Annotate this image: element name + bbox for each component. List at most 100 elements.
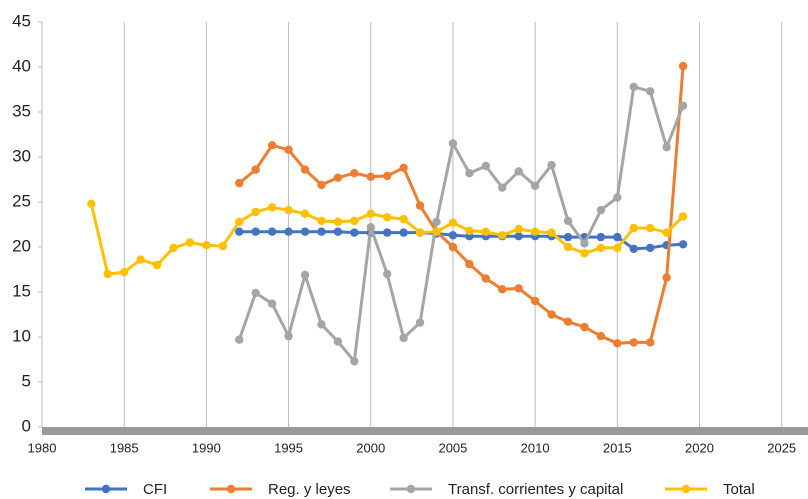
marker — [300, 227, 310, 236]
series-line — [238, 65, 685, 345]
marker — [235, 335, 244, 344]
y-tick-label: 20 — [12, 236, 31, 255]
marker — [563, 216, 573, 226]
marker — [629, 223, 638, 233]
marker — [678, 101, 688, 110]
marker — [662, 228, 671, 237]
marker — [514, 284, 523, 293]
legend-label: CFI — [143, 481, 167, 498]
marker — [530, 181, 540, 190]
marker — [350, 169, 359, 178]
marker — [645, 243, 655, 253]
marker — [613, 339, 622, 348]
marker — [267, 203, 277, 212]
marker — [563, 317, 573, 326]
marker — [366, 209, 375, 218]
marker — [399, 163, 408, 172]
legend-marker — [406, 484, 416, 494]
y-tick-label: 5 — [22, 371, 31, 390]
y-tick-label: 15 — [12, 281, 31, 300]
marker — [382, 269, 392, 279]
marker — [136, 255, 145, 264]
marker — [284, 205, 293, 215]
marker — [481, 227, 491, 236]
marker — [514, 232, 523, 241]
marker — [596, 331, 606, 341]
marker — [514, 167, 523, 176]
marker — [152, 260, 162, 270]
marker — [448, 139, 458, 148]
marker — [563, 242, 573, 252]
marker — [481, 161, 491, 171]
x-tick-label: 1990 — [192, 440, 221, 455]
marker — [629, 82, 638, 92]
marker — [629, 338, 638, 347]
marker — [251, 207, 260, 217]
marker — [432, 217, 441, 226]
marker — [399, 333, 408, 343]
marker — [432, 227, 441, 236]
marker — [613, 193, 622, 202]
series-line — [237, 84, 685, 365]
marker — [267, 141, 277, 150]
marker — [645, 87, 655, 96]
marker — [498, 231, 507, 240]
marker — [317, 216, 326, 226]
marker — [645, 223, 655, 233]
marker — [202, 241, 211, 250]
marker — [514, 224, 523, 234]
marker — [547, 228, 556, 237]
y-tick-label: 10 — [12, 326, 31, 345]
marker — [87, 199, 96, 208]
marker — [103, 269, 112, 279]
marker — [448, 231, 458, 240]
marker — [366, 172, 375, 181]
x-tick-label: 1995 — [274, 440, 303, 455]
marker — [678, 240, 688, 249]
marker — [448, 218, 458, 227]
marker — [317, 227, 326, 236]
marker — [251, 165, 260, 174]
series-line — [239, 230, 684, 251]
marker — [498, 183, 507, 192]
y-tick-label: 30 — [12, 146, 31, 165]
marker — [530, 296, 540, 306]
marker — [662, 142, 671, 152]
marker — [415, 318, 425, 327]
marker — [613, 232, 622, 242]
marker — [382, 228, 392, 237]
marker — [629, 244, 638, 253]
marker — [580, 239, 589, 248]
marker — [235, 178, 244, 188]
y-tick-label: 35 — [12, 101, 31, 120]
marker — [218, 241, 228, 251]
marker — [350, 216, 359, 226]
x-axis — [42, 427, 808, 435]
marker — [185, 238, 195, 247]
marker — [465, 169, 474, 178]
marker — [596, 205, 606, 215]
marker — [580, 249, 589, 258]
marker — [596, 232, 606, 242]
marker — [284, 145, 293, 154]
marker — [498, 285, 507, 294]
marker — [350, 228, 359, 237]
x-tick-label: 2015 — [603, 440, 632, 455]
x-tick-label: 2000 — [356, 440, 385, 455]
marker — [366, 223, 375, 232]
marker — [662, 273, 671, 282]
marker — [317, 180, 326, 190]
marker — [547, 310, 556, 319]
marker — [465, 259, 474, 269]
legend-marker — [101, 484, 111, 494]
marker — [645, 338, 655, 347]
marker — [547, 160, 556, 170]
marker — [267, 299, 277, 308]
x-tick-label: 2010 — [521, 440, 550, 455]
y-tick-label: 45 — [12, 11, 31, 30]
marker — [300, 270, 310, 280]
marker — [613, 243, 622, 253]
y-tick-label: 0 — [22, 416, 31, 435]
marker — [333, 217, 343, 226]
